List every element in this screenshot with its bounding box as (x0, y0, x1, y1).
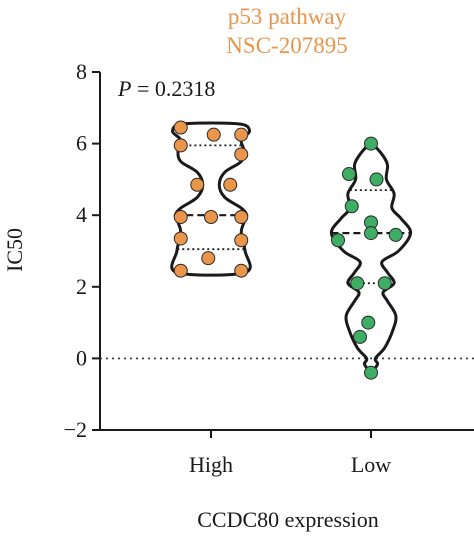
data-point (388, 227, 403, 242)
y-tick-label: 4 (76, 202, 87, 227)
p-value-text: = 0.2318 (131, 76, 215, 101)
axes: −2 0 2 4 6 8 High Low (64, 59, 474, 477)
data-point (377, 276, 392, 291)
data-point (344, 199, 359, 214)
data-point (190, 177, 205, 192)
data-point (331, 233, 345, 248)
x-axis-label: CCDC80 expression (197, 507, 379, 532)
data-point (173, 263, 188, 278)
data-point (223, 177, 238, 192)
data-point (173, 209, 188, 224)
data-point (364, 365, 378, 380)
data-point (342, 167, 356, 182)
data-point (173, 231, 188, 246)
y-tick-label: 8 (76, 59, 87, 84)
violins (170, 120, 413, 380)
data-point (173, 138, 188, 153)
y-tick-label: 2 (76, 274, 87, 299)
data-point (361, 315, 376, 330)
data-point (234, 263, 249, 278)
data-point (206, 127, 221, 142)
data-point (173, 120, 188, 135)
data-point (364, 136, 378, 151)
data-point (364, 226, 378, 241)
x-tick-label: High (189, 452, 233, 477)
data-point (234, 127, 249, 142)
x-tick-label: Low (351, 452, 391, 477)
data-point (234, 233, 249, 248)
p-value-annotation: P = 0.2318 (117, 76, 215, 101)
data-point (204, 209, 218, 224)
y-tick-label: −2 (64, 417, 87, 442)
data-point (350, 276, 365, 291)
data-point (234, 209, 249, 224)
chart-subtitle: NSC-207895 (226, 33, 347, 58)
chart-title: p53 pathway (228, 4, 347, 29)
y-tick-label: 0 (76, 345, 87, 370)
p-value-symbol: P (117, 76, 131, 101)
y-tick-label: 6 (76, 131, 87, 156)
data-point (201, 251, 216, 266)
y-axis-label: IC50 (2, 228, 27, 272)
data-point (353, 329, 367, 344)
data-point (369, 172, 384, 187)
data-point (234, 147, 249, 162)
